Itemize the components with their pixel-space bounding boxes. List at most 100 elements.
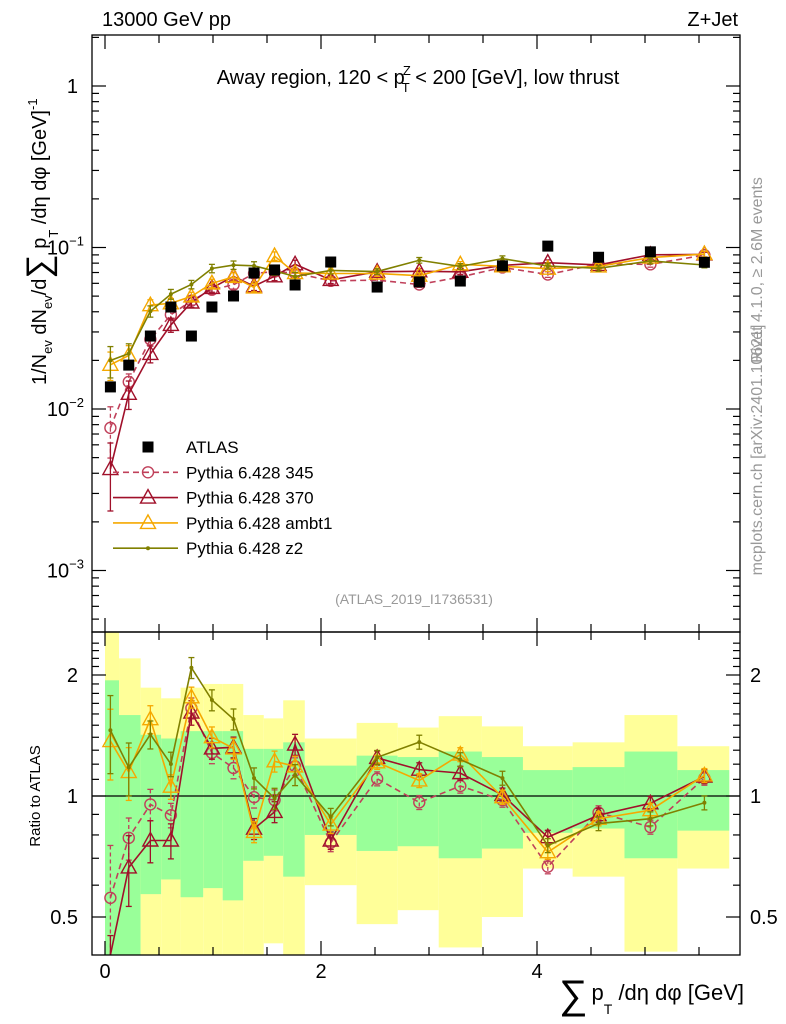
svg-text:Rivet 4.1.0, ≥ 2.6M events: Rivet 4.1.0, ≥ 2.6M events (749, 177, 766, 363)
ratio-point-z2 (126, 765, 131, 770)
ratio-point-ambt1 (410, 771, 428, 787)
main-point-atlas (289, 279, 301, 291)
main-series (101, 240, 714, 512)
legend-label: Pythia 6.428 370 (186, 489, 314, 508)
inner-band-bin (222, 731, 244, 901)
inner-band-bin (677, 770, 730, 831)
legend-label: Pythia 6.428 ambt1 (186, 514, 332, 533)
main-point-atlas (413, 276, 425, 288)
inner-band-bin (522, 770, 573, 833)
inner-band-bin (105, 680, 120, 955)
main-y-axis-label: 1/Nev dNev/d∑ pT /dη dφ [GeV]-1 (20, 98, 61, 385)
ratio-point-z2 (231, 717, 236, 722)
ratio-point-z2 (648, 816, 653, 821)
mcplots-info: mcplots.cern.ch [arXiv:2401.10621] (749, 325, 766, 576)
x-axis-label: ∑ pT /dη dφ [GeV] (559, 973, 744, 1017)
ratio-point-ambt1 (182, 687, 201, 704)
main-line-345 (109, 254, 705, 429)
ratio-point-ambt1 (224, 739, 243, 755)
ratio-point-370 (120, 858, 138, 874)
main-point-370 (101, 459, 120, 476)
legend-label: Pythia 6.428 z2 (186, 539, 303, 558)
main-line-370 (109, 253, 705, 470)
main-point-atlas (185, 330, 197, 342)
ratio-point-345 (413, 796, 426, 809)
header-left: 13000 GeV pp (102, 9, 231, 31)
ratio-point-z2 (545, 843, 550, 848)
main-point-ambt1 (368, 264, 386, 280)
main-point-atlas (144, 330, 156, 342)
main-point-atlas (269, 264, 281, 276)
ratio-point-370 (203, 739, 221, 755)
x-tick-label: 2 (315, 961, 326, 983)
ratio-y-axis-label: Ratio to ATLAS (27, 745, 44, 846)
x-tick-label: 0 (99, 961, 110, 983)
legend-label: ATLAS (186, 438, 239, 457)
ratio-y-tick-label-right: 0.5 (750, 907, 778, 929)
legend-marker (139, 513, 157, 530)
main-point-z2 (189, 282, 194, 287)
ratio-series (101, 656, 714, 955)
main-point-ambt1 (539, 259, 557, 275)
ratio-y-tick-label-left: 2 (67, 665, 78, 687)
ratio-point-z2 (148, 732, 153, 737)
ratio-point-z2 (596, 821, 601, 826)
main-line-z2 (110, 257, 705, 362)
ratio-point-ambt1 (695, 765, 714, 782)
ratio-point-z2 (702, 800, 707, 805)
main-point-z2 (293, 274, 298, 279)
legend-marker (141, 466, 155, 479)
main-y-tick-label: 10−2 (47, 395, 84, 421)
main-y-tick-label: 1 (67, 76, 78, 98)
ratio-point-ambt1 (539, 842, 557, 859)
main-y-tick-label: 10−3 (47, 557, 84, 583)
ratio-y-tick-label-right: 1 (750, 786, 761, 808)
axis-ticks: 1 10−1 10−2 10−3 0 2 4 2 2 1 1 0.5 0.5 (47, 35, 778, 983)
ratio-y-tick-label-left: 0.5 (50, 907, 78, 929)
x-tick-label: 4 (531, 961, 542, 983)
ratio-point-z2 (272, 796, 277, 801)
ratio-point-370 (451, 763, 470, 780)
main-point-z2 (168, 292, 173, 297)
main-line-ambt1 (110, 253, 705, 366)
ratio-point-z2 (209, 698, 214, 703)
main-point-atlas (165, 301, 177, 313)
main-point-atlas (496, 260, 508, 272)
main-point-370 (162, 315, 180, 332)
plot-title: Away region, 120 < pZ T < 200 [GeV], low … (217, 63, 620, 95)
main-point-z2 (648, 258, 653, 263)
ratio-point-z2 (168, 762, 173, 767)
svg-text:Ratio to ATLAS: Ratio to ATLAS (27, 745, 44, 846)
main-point-atlas (104, 381, 116, 393)
main-point-atlas (206, 301, 218, 313)
legend-marker (142, 441, 154, 453)
main-point-z2 (458, 264, 463, 269)
ratio-point-ambt1 (203, 727, 221, 744)
ratio-point-z2 (458, 757, 463, 762)
main-point-ambt1 (322, 264, 340, 280)
ratio-point-370 (265, 802, 284, 819)
ratio-point-z2 (293, 772, 298, 777)
main-point-z2 (375, 269, 380, 274)
main-point-345 (104, 421, 117, 435)
main-point-z2 (500, 256, 505, 261)
main-point-z2 (596, 266, 601, 271)
ratio-point-370 (141, 831, 160, 847)
ratio-point-z2 (500, 776, 505, 781)
ratio-y-tick-label-right: 2 (750, 665, 761, 687)
main-point-ambt1 (224, 267, 243, 284)
ratio-point-345 (104, 891, 117, 905)
ratio-point-ambt1 (322, 815, 340, 831)
main-y-tick-label: 10−1 (47, 234, 84, 260)
ratio-point-ambt1 (265, 751, 284, 768)
main-point-z2 (108, 358, 113, 363)
ratio-point-z2 (189, 665, 194, 670)
main-point-370 (141, 344, 160, 361)
main-point-atlas (228, 290, 240, 302)
ratio-point-z2 (375, 755, 380, 760)
ratio-point-z2 (417, 740, 422, 745)
main-point-atlas (248, 267, 260, 279)
inner-band-bin (180, 731, 204, 898)
main-point-atlas (593, 251, 605, 263)
